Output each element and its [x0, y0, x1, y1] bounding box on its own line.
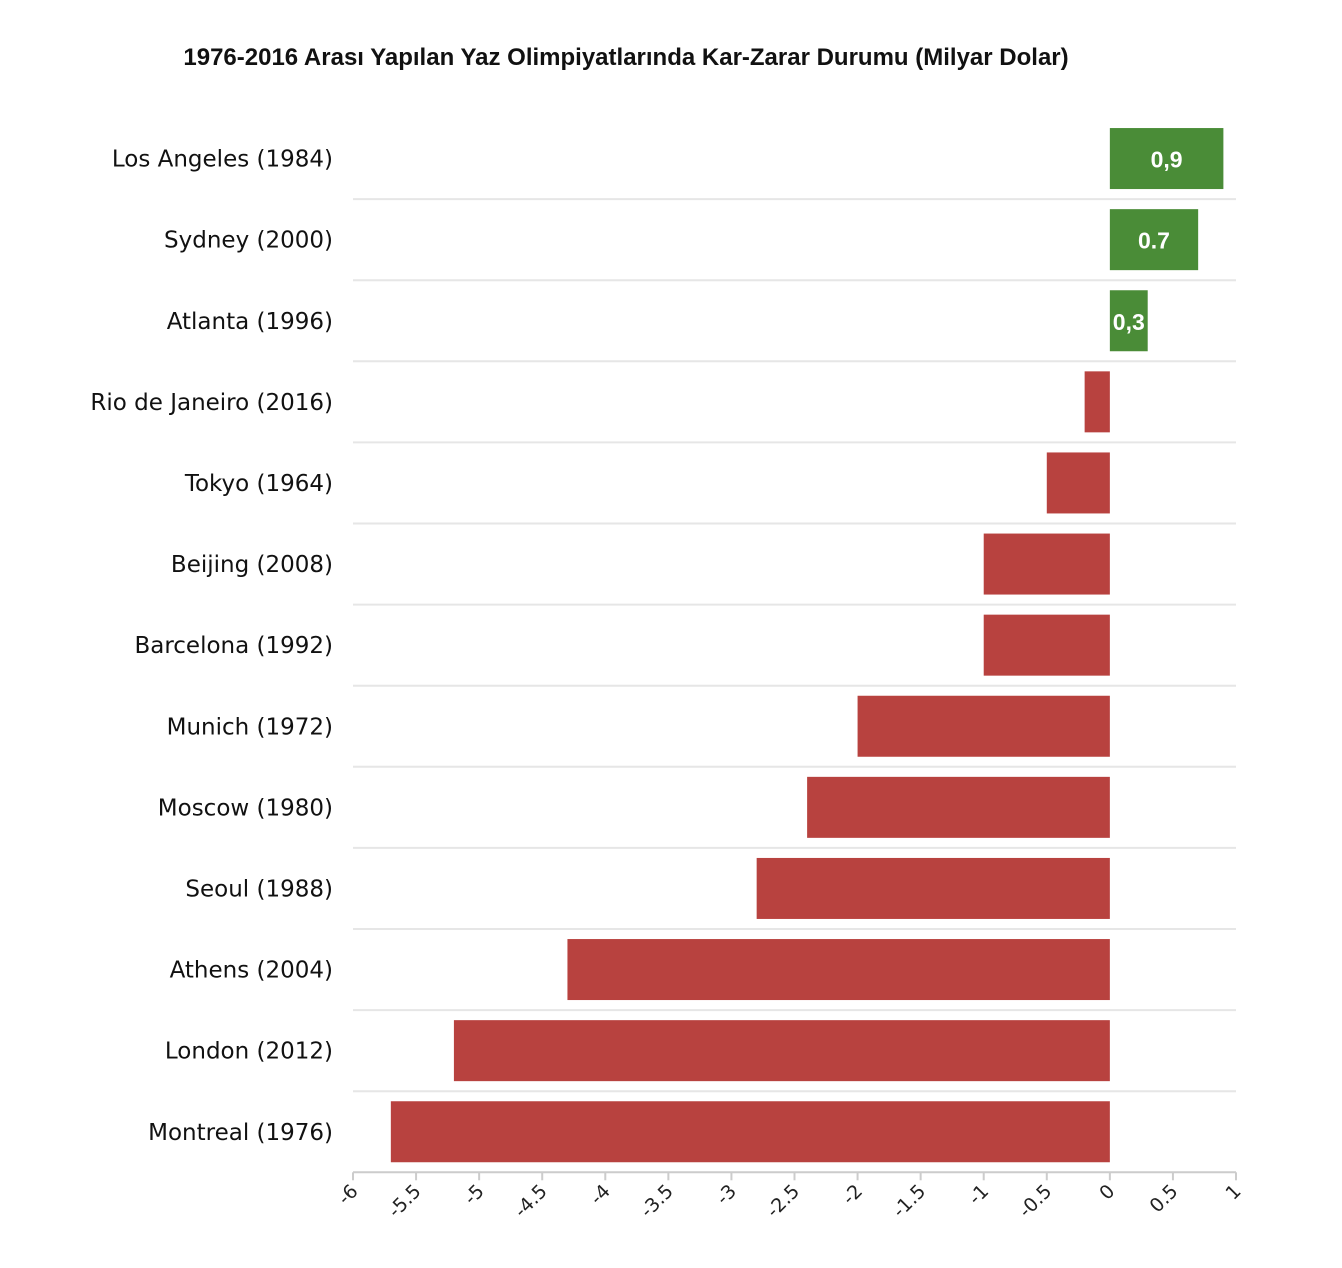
bars: [390, 128, 1224, 1163]
category-labels: Los Angeles (1984) Sydney (2000) Atlanta (…: [90, 147, 333, 1146]
x-tick-label: 0: [1095, 1180, 1119, 1204]
x-tick-label: -4.5: [510, 1180, 552, 1222]
bar-8: [857, 695, 1110, 757]
category-label: Atlanta (1996): [167, 309, 333, 335]
data-label: 0,3: [1113, 309, 1145, 335]
x-tick-label: 0.5: [1146, 1180, 1183, 1217]
category-label: Seoul (1988): [185, 876, 333, 902]
category-label: Los Angeles (1984): [112, 147, 333, 173]
x-tick-label: 1: [1221, 1180, 1245, 1204]
x-tick-label: -6: [334, 1180, 363, 1209]
category-label: Munich (1972): [167, 714, 333, 740]
data-label: 0,9: [1151, 147, 1183, 173]
chart-title: 1976-2016 Arası Yapılan Yaz Olimpiyatlar…: [183, 44, 1069, 71]
bar-6: [983, 533, 1110, 595]
x-tick-label: -1.5: [888, 1180, 930, 1222]
x-tick-label: -2.5: [762, 1180, 804, 1222]
grid-lines: [353, 198, 1236, 1093]
x-tick-label: -1: [964, 1180, 993, 1209]
category-label: Montreal (1976): [148, 1120, 333, 1146]
category-label: Tokyo (1964): [184, 471, 333, 497]
category-label: Sydney (2000): [164, 228, 333, 254]
x-tick-label: -0.5: [1015, 1180, 1057, 1222]
x-tick-label: -5: [460, 1180, 489, 1209]
bar-5: [1046, 452, 1110, 514]
bar-11: [567, 939, 1110, 1001]
x-tick-label: -2: [838, 1180, 867, 1209]
bar-12: [453, 1020, 1110, 1082]
data-labels: 0,9 0.7 0,3: [1113, 147, 1183, 335]
x-tick-label: -5.5: [384, 1180, 426, 1222]
bar-13: [390, 1101, 1110, 1163]
category-label: Barcelona (1992): [134, 633, 333, 659]
category-label: Rio de Janeiro (2016): [90, 390, 333, 416]
x-axis: -6 -5.5 -5 -4.5 -4 -3.5 -3 -2.5 -2 -1.5 -1 -0.5 0 0.5…: [334, 1171, 1246, 1222]
bar-3: [1109, 290, 1148, 352]
bar-7: [983, 614, 1110, 676]
data-label: 0.7: [1138, 228, 1170, 254]
category-label: Athens (2004): [170, 958, 333, 984]
x-tick-label: -3.5: [636, 1180, 678, 1222]
x-tick-label: -3: [712, 1180, 741, 1209]
category-label: Beijing (2008): [171, 552, 333, 578]
category-label: London (2012): [165, 1039, 333, 1065]
x-tick-label: -4: [586, 1180, 615, 1209]
bar-9: [807, 776, 1110, 838]
bar-10: [756, 857, 1110, 919]
bar-1: [1109, 128, 1224, 190]
category-label: Moscow (1980): [158, 795, 333, 821]
bar-2: [1109, 209, 1199, 271]
bar-4: [1084, 371, 1110, 433]
